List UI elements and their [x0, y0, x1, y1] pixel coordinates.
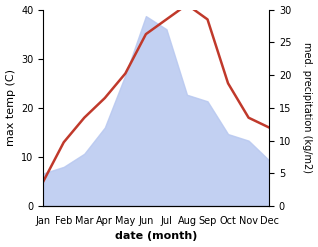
X-axis label: date (month): date (month) — [115, 231, 197, 242]
Y-axis label: max temp (C): max temp (C) — [5, 69, 16, 146]
Y-axis label: med. precipitation (kg/m2): med. precipitation (kg/m2) — [302, 42, 313, 173]
